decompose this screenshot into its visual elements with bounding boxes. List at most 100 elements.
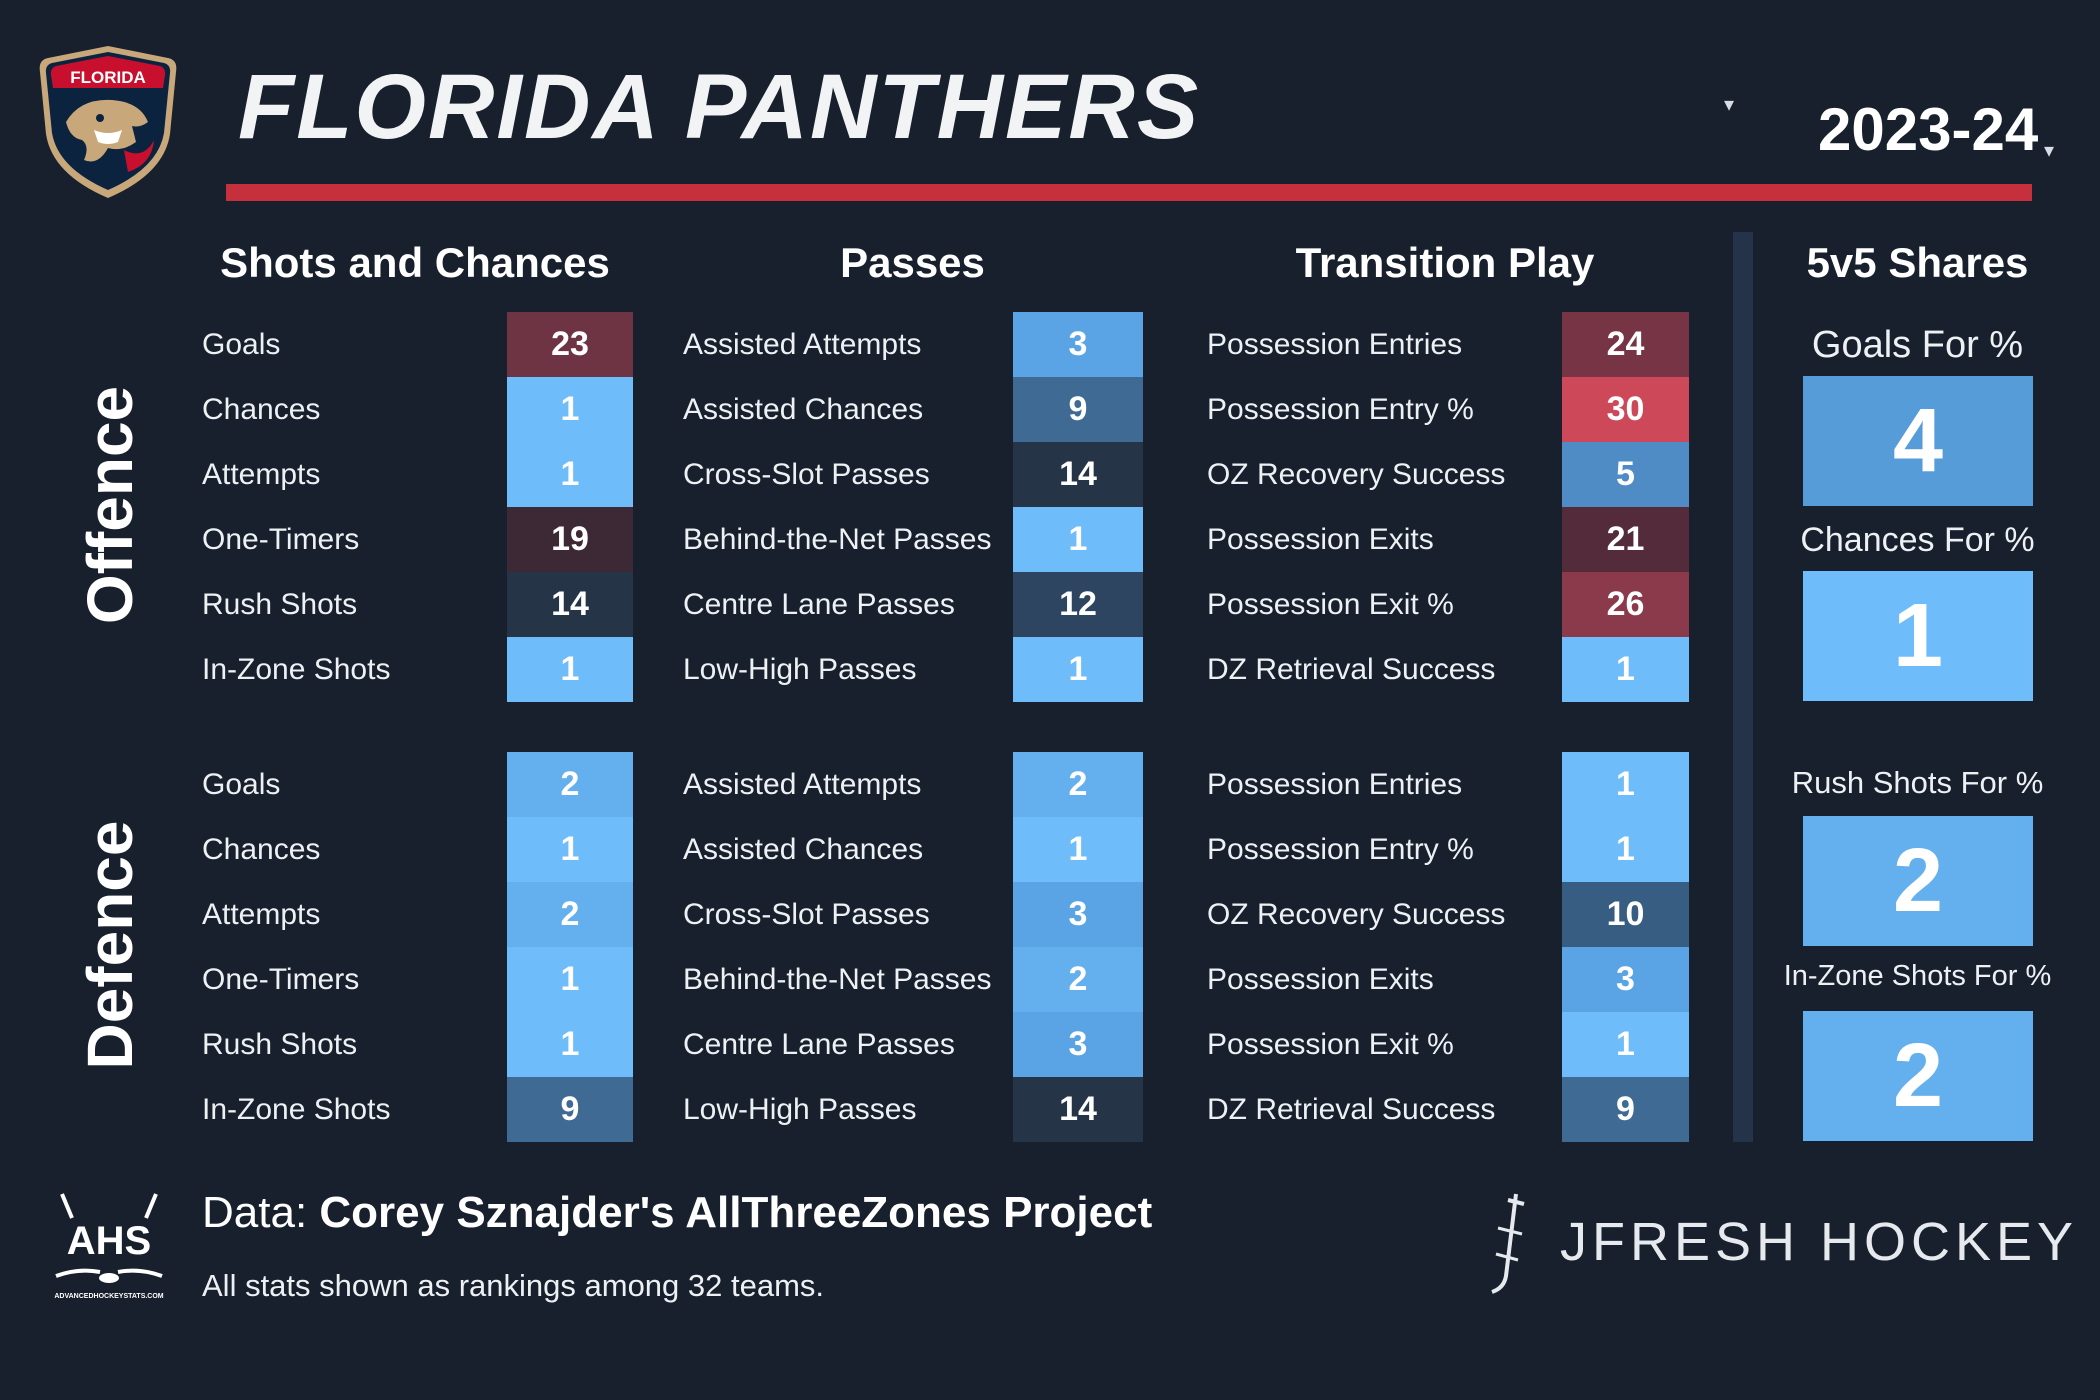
offence-shots-rank: 1 <box>507 637 633 702</box>
defence-transition-rank: 3 <box>1562 947 1689 1012</box>
defence-transition-rank: 10 <box>1562 882 1689 947</box>
defence-transition-label: DZ Retrieval Success <box>1207 1093 1496 1126</box>
defence-transition-rank: 1 <box>1562 1012 1689 1077</box>
offence-shots-label: Chances <box>202 393 321 426</box>
offence-shots-label: One-Timers <box>202 523 360 556</box>
offence-passes-rank: 14 <box>1013 442 1143 507</box>
defence-passes-rank: 14 <box>1013 1077 1143 1142</box>
defence-shots-rank: 2 <box>507 752 633 817</box>
defence-shots-rank: 9 <box>507 1077 633 1142</box>
defence-transition-label: Possession Exits <box>1207 963 1434 996</box>
defence-shots-label: Rush Shots <box>202 1028 358 1061</box>
offence-transition-rank: 24 <box>1562 312 1689 377</box>
defence-transition-rank: 1 <box>1562 752 1689 817</box>
defence-passes-label: Assisted Attempts <box>683 768 922 801</box>
header-rule <box>226 184 2032 201</box>
share-title-chances: Chances For % <box>1800 521 2035 559</box>
defence-transition-rank: 9 <box>1562 1077 1689 1142</box>
defence-shots-label: Goals <box>202 768 281 801</box>
share-box-chances: 1 <box>1803 571 2033 701</box>
defence-passes-label: Behind-the-Net Passes <box>683 963 992 996</box>
svg-text:AHS: AHS <box>67 1219 151 1263</box>
data-source-name: Corey Sznajder's AllThreeZones Project <box>319 1188 1153 1237</box>
offence-transition-label: DZ Retrieval Success <box>1207 653 1496 686</box>
share-box-rush-shots: 2 <box>1803 816 2033 946</box>
offence-shots-rank: 14 <box>507 572 633 637</box>
offence-shots-rank: 23 <box>507 312 633 377</box>
offence-passes-label: Centre Lane Passes <box>683 588 955 621</box>
defence-transition-label: OZ Recovery Success <box>1207 898 1506 931</box>
defence-shots-label: In-Zone Shots <box>202 1093 391 1126</box>
defence-shots-rank: 2 <box>507 882 633 947</box>
defence-shots-rank: 1 <box>507 947 633 1012</box>
share-box-goals: 4 <box>1803 376 2033 506</box>
defence-shots-label: One-Timers <box>202 963 360 996</box>
offence-transition-label: OZ Recovery Success <box>1207 458 1506 491</box>
team-dropdown-icon[interactable]: ▾ <box>1724 94 1735 116</box>
jfresh-hockey-brand: JFRESH HOCKEY <box>1560 1212 2079 1272</box>
defence-passes-rank: 3 <box>1013 882 1143 947</box>
offence-passes-label: Behind-the-Net Passes <box>683 523 992 556</box>
defence-shots-rank: 1 <box>507 817 633 882</box>
jfresh-hockey-stick-icon <box>1484 1190 1534 1296</box>
defence-passes-rank: 2 <box>1013 947 1143 1012</box>
defence-passes-label: Centre Lane Passes <box>683 1028 955 1061</box>
defence-passes-rank: 1 <box>1013 817 1143 882</box>
offence-transition-rank: 5 <box>1562 442 1689 507</box>
defence-shots-rank: 1 <box>507 1012 633 1077</box>
data-source-line: Data: Corey Sznajder's AllThreeZones Pro… <box>202 1188 1152 1238</box>
defence-shots-label: Attempts <box>202 898 321 931</box>
defence-transition-rank: 1 <box>1562 817 1689 882</box>
offence-transition-label: Possession Exits <box>1207 523 1434 556</box>
offence-transition-label: Possession Exit % <box>1207 588 1454 621</box>
share-title-in-zone-shots: In-Zone Shots For % <box>1783 960 2052 992</box>
offence-passes-label: Low-High Passes <box>683 653 917 686</box>
offence-shots-label: Attempts <box>202 458 321 491</box>
offence-passes-rank: 3 <box>1013 312 1143 377</box>
section-header-transition: Transition Play <box>1295 239 1595 286</box>
offence-shots-rank: 19 <box>507 507 633 572</box>
defence-transition-label: Possession Entries <box>1207 768 1463 801</box>
offence-transition-label: Possession Entries <box>1207 328 1463 361</box>
offence-passes-rank: 1 <box>1013 507 1143 572</box>
defence-passes-rank: 2 <box>1013 752 1143 817</box>
offence-transition-label: Possession Entry % <box>1207 393 1474 426</box>
share-title-rush-shots: Rush Shots For % <box>1791 765 2044 800</box>
season-dropdown-icon[interactable]: ▾ <box>2044 140 2055 162</box>
offence-shots-label: In-Zone Shots <box>202 653 391 686</box>
defence-passes-rank: 3 <box>1013 1012 1143 1077</box>
offence-passes-label: Assisted Chances <box>683 393 924 426</box>
offence-passes-label: Assisted Attempts <box>683 328 922 361</box>
offence-shots-rank: 1 <box>507 442 633 507</box>
rankings-note: All stats shown as rankings among 32 tea… <box>202 1268 825 1303</box>
panthers-logo: FLORIDA <box>36 42 180 202</box>
section-header-passes: Passes <box>840 239 985 286</box>
offence-transition-rank: 21 <box>1562 507 1689 572</box>
share-box-in-zone-shots: 2 <box>1803 1011 2033 1141</box>
defence-passes-label: Cross-Slot Passes <box>683 898 930 931</box>
offence-passes-rank: 12 <box>1013 572 1143 637</box>
offence-shots-rank: 1 <box>507 377 633 442</box>
share-title-goals: Goals For % <box>1811 324 2024 366</box>
ahs-logo: AHS ADVANCEDHOCKEYSTATS.COM <box>48 1188 170 1304</box>
offence-transition-rank: 1 <box>1562 637 1689 702</box>
defence-transition-label: Possession Exit % <box>1207 1028 1454 1061</box>
season-label: 2023-24 <box>1818 96 2039 163</box>
svg-text:ADVANCEDHOCKEYSTATS.COM: ADVANCEDHOCKEYSTATS.COM <box>54 1293 163 1300</box>
offence-passes-rank: 1 <box>1013 637 1143 702</box>
data-source-prefix: Data: <box>202 1188 320 1237</box>
offence-passes-rank: 9 <box>1013 377 1143 442</box>
svg-text:FLORIDA: FLORIDA <box>70 68 146 87</box>
offence-transition-rank: 26 <box>1562 572 1689 637</box>
defence-transition-label: Possession Entry % <box>1207 833 1474 866</box>
offence-shots-label: Goals <box>202 328 281 361</box>
defence-passes-label: Assisted Chances <box>683 833 924 866</box>
offence-transition-rank: 30 <box>1562 377 1689 442</box>
team-title: FLORIDA PANTHERS <box>238 56 1201 158</box>
defence-passes-label: Low-High Passes <box>683 1093 917 1126</box>
offence-shots-label: Rush Shots <box>202 588 358 621</box>
section-header-shots: Shots and Chances <box>220 239 610 286</box>
offence-passes-label: Cross-Slot Passes <box>683 458 930 491</box>
defence-shots-label: Chances <box>202 833 321 866</box>
column-divider <box>1733 232 1753 1142</box>
